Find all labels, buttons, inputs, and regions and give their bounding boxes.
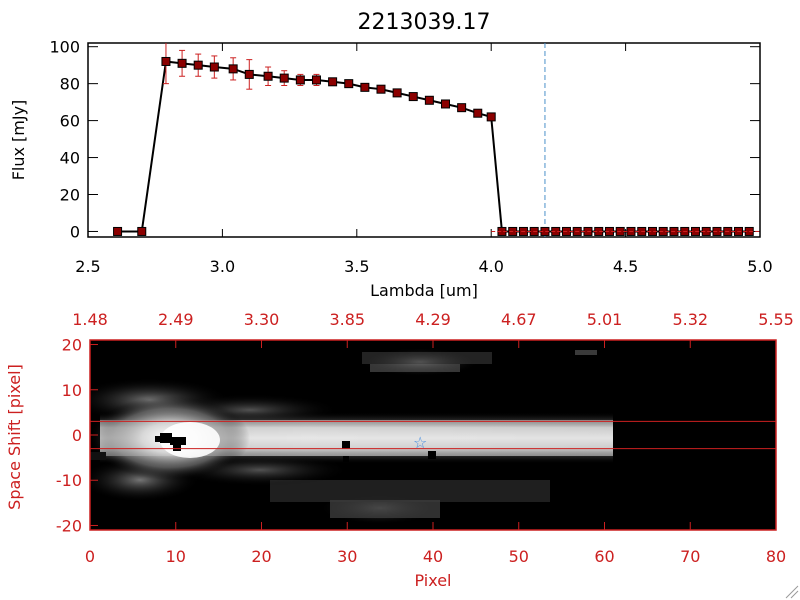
image-y-tick-label: 20: [62, 336, 82, 355]
y-tick-label: 20: [60, 186, 80, 205]
spectrum-x-ticks: 2.5 3.0 3.5 4.0 4.5 5.0: [75, 43, 773, 276]
data-point: [193, 60, 203, 70]
data-point: [408, 92, 418, 102]
image-y-tick-label: 0: [72, 426, 82, 445]
x-tick-label: 3.0: [210, 257, 235, 276]
image-y-tick-label: 10: [62, 381, 82, 400]
image-x-tick-label: 0: [85, 547, 95, 566]
chart-title: 2213039.17: [358, 10, 491, 35]
image-top-tick-label: 1.48: [72, 310, 108, 329]
data-point: [161, 56, 171, 66]
spectrum-y-ticks: 0 20 40 60 80 100: [49, 38, 760, 241]
image-x-tick-label: 70: [680, 547, 700, 566]
image-x-tick-label: 10: [166, 547, 186, 566]
data-point: [486, 112, 496, 122]
x-tick-label: 3.5: [344, 257, 369, 276]
y-tick-label: 40: [60, 149, 80, 168]
image-x-tick-label: 80: [766, 547, 786, 566]
image-y-tick-label: -20: [56, 516, 82, 535]
image-y-ticks: 20 10 0 -10 -20: [56, 336, 98, 535]
spectrum-axes-frame: [87, 42, 761, 238]
data-point: [244, 69, 254, 79]
spectrum-panel: 2213039.17 2.5 3.0 3.5 4.0 4.5 5.0 0 20 40 60 80 1…: [9, 10, 773, 300]
data-point: [113, 226, 123, 236]
image-x-tick-label: 30: [337, 547, 357, 566]
data-point: [209, 62, 219, 72]
image-x-tick-label: 50: [509, 547, 529, 566]
spectrum-data: [113, 43, 760, 236]
image-top-tick-label: 4.29: [415, 310, 451, 329]
image-y-axis-label: Space Shift [pixel]: [5, 364, 24, 510]
x-tick-label: 5.0: [747, 257, 772, 276]
data-point: [392, 88, 402, 98]
x-tick-label: 4.0: [478, 257, 503, 276]
resize-grip-icon[interactable]: [785, 585, 799, 599]
data-point: [137, 226, 147, 236]
data-point: [228, 64, 238, 74]
data-point: [344, 79, 354, 89]
image-top-tick-label: 5.55: [758, 310, 794, 329]
data-point: [177, 58, 187, 68]
data-point: [376, 84, 386, 94]
image-top-tick-label: 5.32: [672, 310, 708, 329]
data-point: [441, 99, 451, 109]
image-top-axis-ticks: 1.48 2.49 3.30 3.85 4.29 4.67 5.01 5.32 5.55: [72, 310, 794, 348]
x-tick-label: 2.5: [75, 257, 100, 276]
image-top-tick-label: 2.49: [158, 310, 194, 329]
x-axis-label: Lambda [um]: [370, 281, 478, 300]
image-x-axis-label: Pixel: [414, 571, 451, 590]
image-top-tick-label: 3.85: [329, 310, 365, 329]
data-point: [311, 75, 321, 85]
image-top-tick-label: 4.67: [501, 310, 537, 329]
star-marker-icon: ☆: [413, 433, 427, 452]
y-tick-label: 80: [60, 75, 80, 94]
x-tick-label: 4.5: [613, 257, 638, 276]
y-tick-label: 0: [70, 222, 80, 241]
image-top-tick-label: 5.01: [587, 310, 623, 329]
series-line: [117, 60, 750, 233]
y-tick-label: 100: [49, 38, 80, 57]
image-panel: ☆ 0 10 20 30 40 50 60 70 80 1.48 2.49 3.30 3.85 4.29…: [5, 310, 794, 590]
spectral-image: [90, 348, 613, 524]
image-x-tick-label: 40: [423, 547, 443, 566]
data-point: [263, 71, 273, 81]
data-point: [279, 73, 289, 83]
image-x-tick-label: 20: [251, 547, 271, 566]
data-point: [473, 108, 483, 118]
y-axis-label: Flux [mJy]: [9, 100, 28, 181]
image-x-tick-label: 60: [594, 547, 614, 566]
image-x-ticks: 0 10 20 30 40 50 60 70 80: [85, 522, 786, 566]
y-tick-label: 60: [60, 112, 80, 131]
data-point: [360, 82, 370, 92]
data-point: [424, 95, 434, 105]
image-y-tick-label: -10: [56, 471, 82, 490]
data-point: [328, 77, 338, 87]
data-point: [457, 103, 467, 113]
data-point: [295, 75, 305, 85]
image-top-tick-label: 3.30: [244, 310, 280, 329]
